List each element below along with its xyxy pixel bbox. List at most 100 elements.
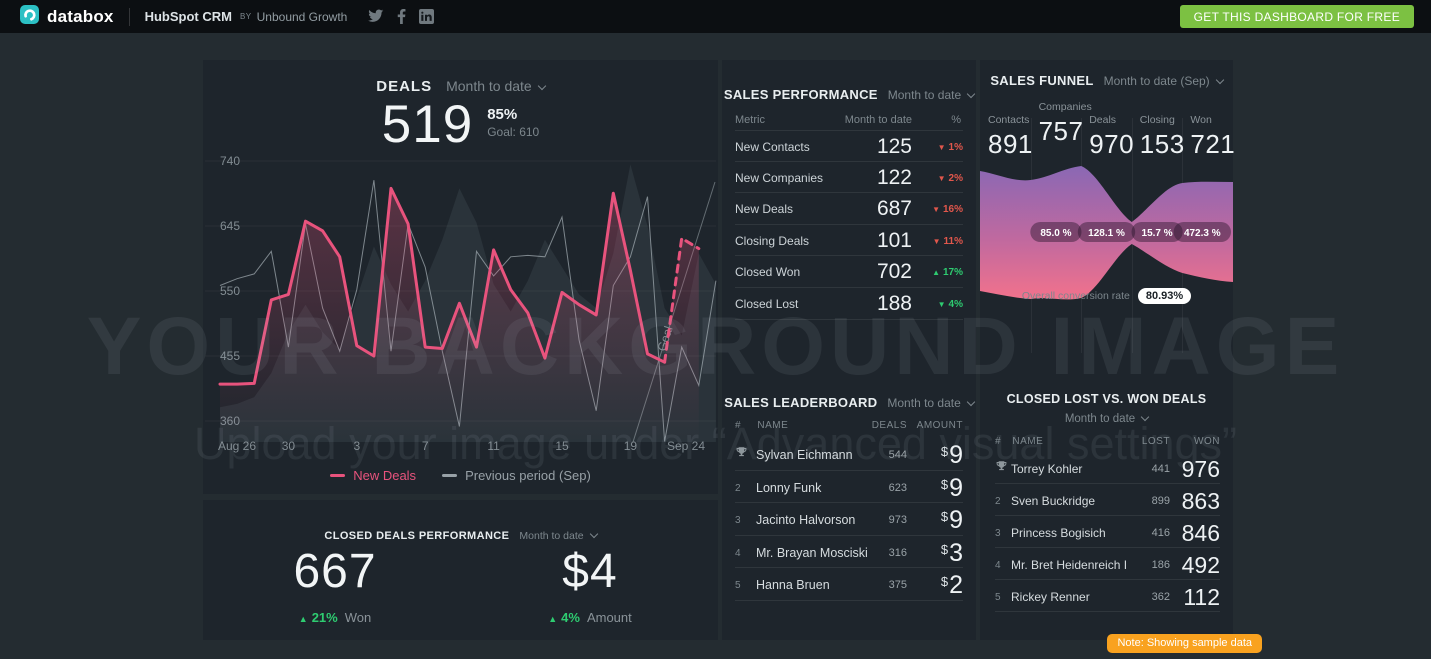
legend-swatch [330,474,346,477]
kpi-delta: 21% [311,610,338,625]
y-axis-tick: 645 [220,219,240,233]
stage-value: 757 [1038,116,1084,146]
stage-label: Companies [1038,101,1092,113]
metric-delta: ▼ 1% [937,142,963,153]
databox-logo-icon[interactable] [20,4,39,29]
person-name: Torrey Kohler [1011,462,1083,476]
metric-delta: ▼ 11% [932,235,963,247]
sales-leaderboard-range-dropdown[interactable]: Month to date [887,396,976,410]
dashboard-author: Unbound Growth [256,9,348,24]
x-axis-tick: Aug 26 [218,439,256,453]
conversion-badge: 85.0 % [1030,222,1082,242]
metric-value: 122 [876,165,912,189]
chevron-down-icon [1140,412,1150,422]
x-axis-tick: Sep 24 [667,439,705,453]
won-count: 976 [1181,456,1220,482]
deal-amount: $2 [940,571,963,600]
x-axis-tick: 11 [487,439,500,453]
sales-funnel-range-dropdown[interactable]: Month to date (Sep) [1104,74,1224,88]
lost-count: 899 [1151,495,1170,507]
person-name: Sylvan Eichmann [756,448,853,462]
table-row: 4 Mr. Bret Heidenreich I 186 492 [995,548,1220,580]
legend-swatch [442,474,458,477]
twitter-icon[interactable] [367,9,384,24]
kpi-value: 667 [293,545,377,598]
sales-funnel-title: SALES FUNNEL [990,73,1094,88]
chart-legend: New Deals Previous period (Sep) [203,468,718,483]
linkedin-icon[interactable] [419,9,435,24]
top-bar: databox HubSpot CRM BY Unbound Growth GE… [0,0,1431,33]
deals-panel: DEALS Month to date 519 85% Goal: 610 740… [203,60,718,494]
overall-conversion-label: Overall conversion rate [1021,290,1130,302]
person-name: Lonny Funk [756,480,822,495]
person-name: Mr. Bret Heidenreich I [1011,558,1128,572]
stage-value: 970 [1089,129,1135,159]
legend-label: Previous period (Sep) [465,468,591,483]
kpi-label: Won [344,610,372,625]
funnel-stage: Won 721 [1182,100,1234,160]
brand-name[interactable]: databox [47,6,114,26]
person-name: Princess Bogisich [1011,526,1106,540]
stage-label: Won [1190,114,1212,126]
metric-name: New Deals [735,202,794,217]
rank-number: 2 [735,482,741,494]
legend-item[interactable]: New Deals [330,468,416,483]
closed-deals-range-dropdown[interactable]: Month to date [519,529,598,542]
metric-name: Closed Won [735,265,801,280]
right-panel: SALES FUNNEL Month to date (Sep) Contacts… [980,60,1235,640]
legend-item[interactable]: Previous period (Sep) [442,468,591,483]
rank-number: 2 [995,496,1001,507]
delta-arrow-icon: ▲ [548,614,558,624]
rank-number: 5 [995,592,1001,603]
chevron-down-icon [589,529,598,539]
deal-amount: $9 [940,506,963,535]
delta-arrow-icon: ▼ [932,236,941,246]
deals-range-dropdown[interactable]: Month to date [446,78,546,94]
conversion-badge: 128.1 % [1077,222,1136,242]
closed-deals-panel: CLOSED DEALS PERFORMANCE Month to date 66… [203,500,718,640]
stage-label: Contacts [988,114,1030,126]
stage-value: 891 [988,129,1033,159]
facebook-icon[interactable] [397,9,406,24]
sales-funnel-chart: Contacts 891 Companies 757 Deals 970 Closing 15… [980,100,1235,400]
get-dashboard-button[interactable]: GET THIS DASHBOARD FOR FREE [1179,5,1414,28]
closed-lost-won-range-dropdown[interactable]: Month to date [1065,412,1150,425]
lost-count: 186 [1151,559,1170,571]
table-row: Closed Lost 188 ▼ 4% [735,288,963,320]
by-label: BY [239,12,252,21]
person-name: Hanna Bruen [756,578,830,593]
deal-amount: $9 [940,441,963,469]
table-row: Torrey Kohler 441 976 [995,452,1220,484]
x-axis-tick: 7 [422,439,429,453]
y-axis-tick: 740 [220,154,240,168]
funnel-stage: Companies 757 [1031,100,1092,147]
metric-value: 702 [876,260,912,284]
funnel-flow: 85.0 % 128.1 % 15.7 % 472.3 % [980,166,1233,300]
deal-amount: $9 [940,473,963,502]
x-axis-tick: 19 [624,439,638,453]
stage-label: Closing [1139,114,1175,126]
sales-performance-range-dropdown[interactable]: Month to date [888,88,976,102]
metric-delta: ▼ 2% [937,172,963,184]
sales-leaderboard-title: SALES LEADERBOARD [724,395,878,410]
legend-label: New Deals [353,468,417,483]
table-row: Closing Deals 101 ▼ 11% [735,225,963,257]
person-name: Rickey Renner [1011,590,1090,604]
middle-panel: SALES PERFORMANCE Month to date Metric Mo… [722,60,976,640]
lost-count: 362 [1151,591,1170,603]
topbar-divider [128,7,130,26]
metric-delta: ▼ 16% [932,204,963,216]
deals-count: 316 [888,546,907,559]
dashboard-title: HubSpot CRM [144,9,232,24]
lost-count: 441 [1151,463,1170,475]
sales-leaderboard-column-headers: # NAME DEALS AMOUNT [735,420,963,431]
sales-performance-title: SALES PERFORMANCE [723,87,878,102]
sales-performance-column-headers: Metric Month to date % [735,114,961,126]
table-row: 3 Jacinto Halvorson 973 $9 [735,503,963,536]
delta-arrow-icon: ▼ [932,205,940,215]
delta-arrow-icon: ▼ [937,299,946,309]
won-count: 863 [1181,488,1220,514]
deals-value: 519 [381,95,474,154]
person-name: Sven Buckridge [1011,494,1096,508]
